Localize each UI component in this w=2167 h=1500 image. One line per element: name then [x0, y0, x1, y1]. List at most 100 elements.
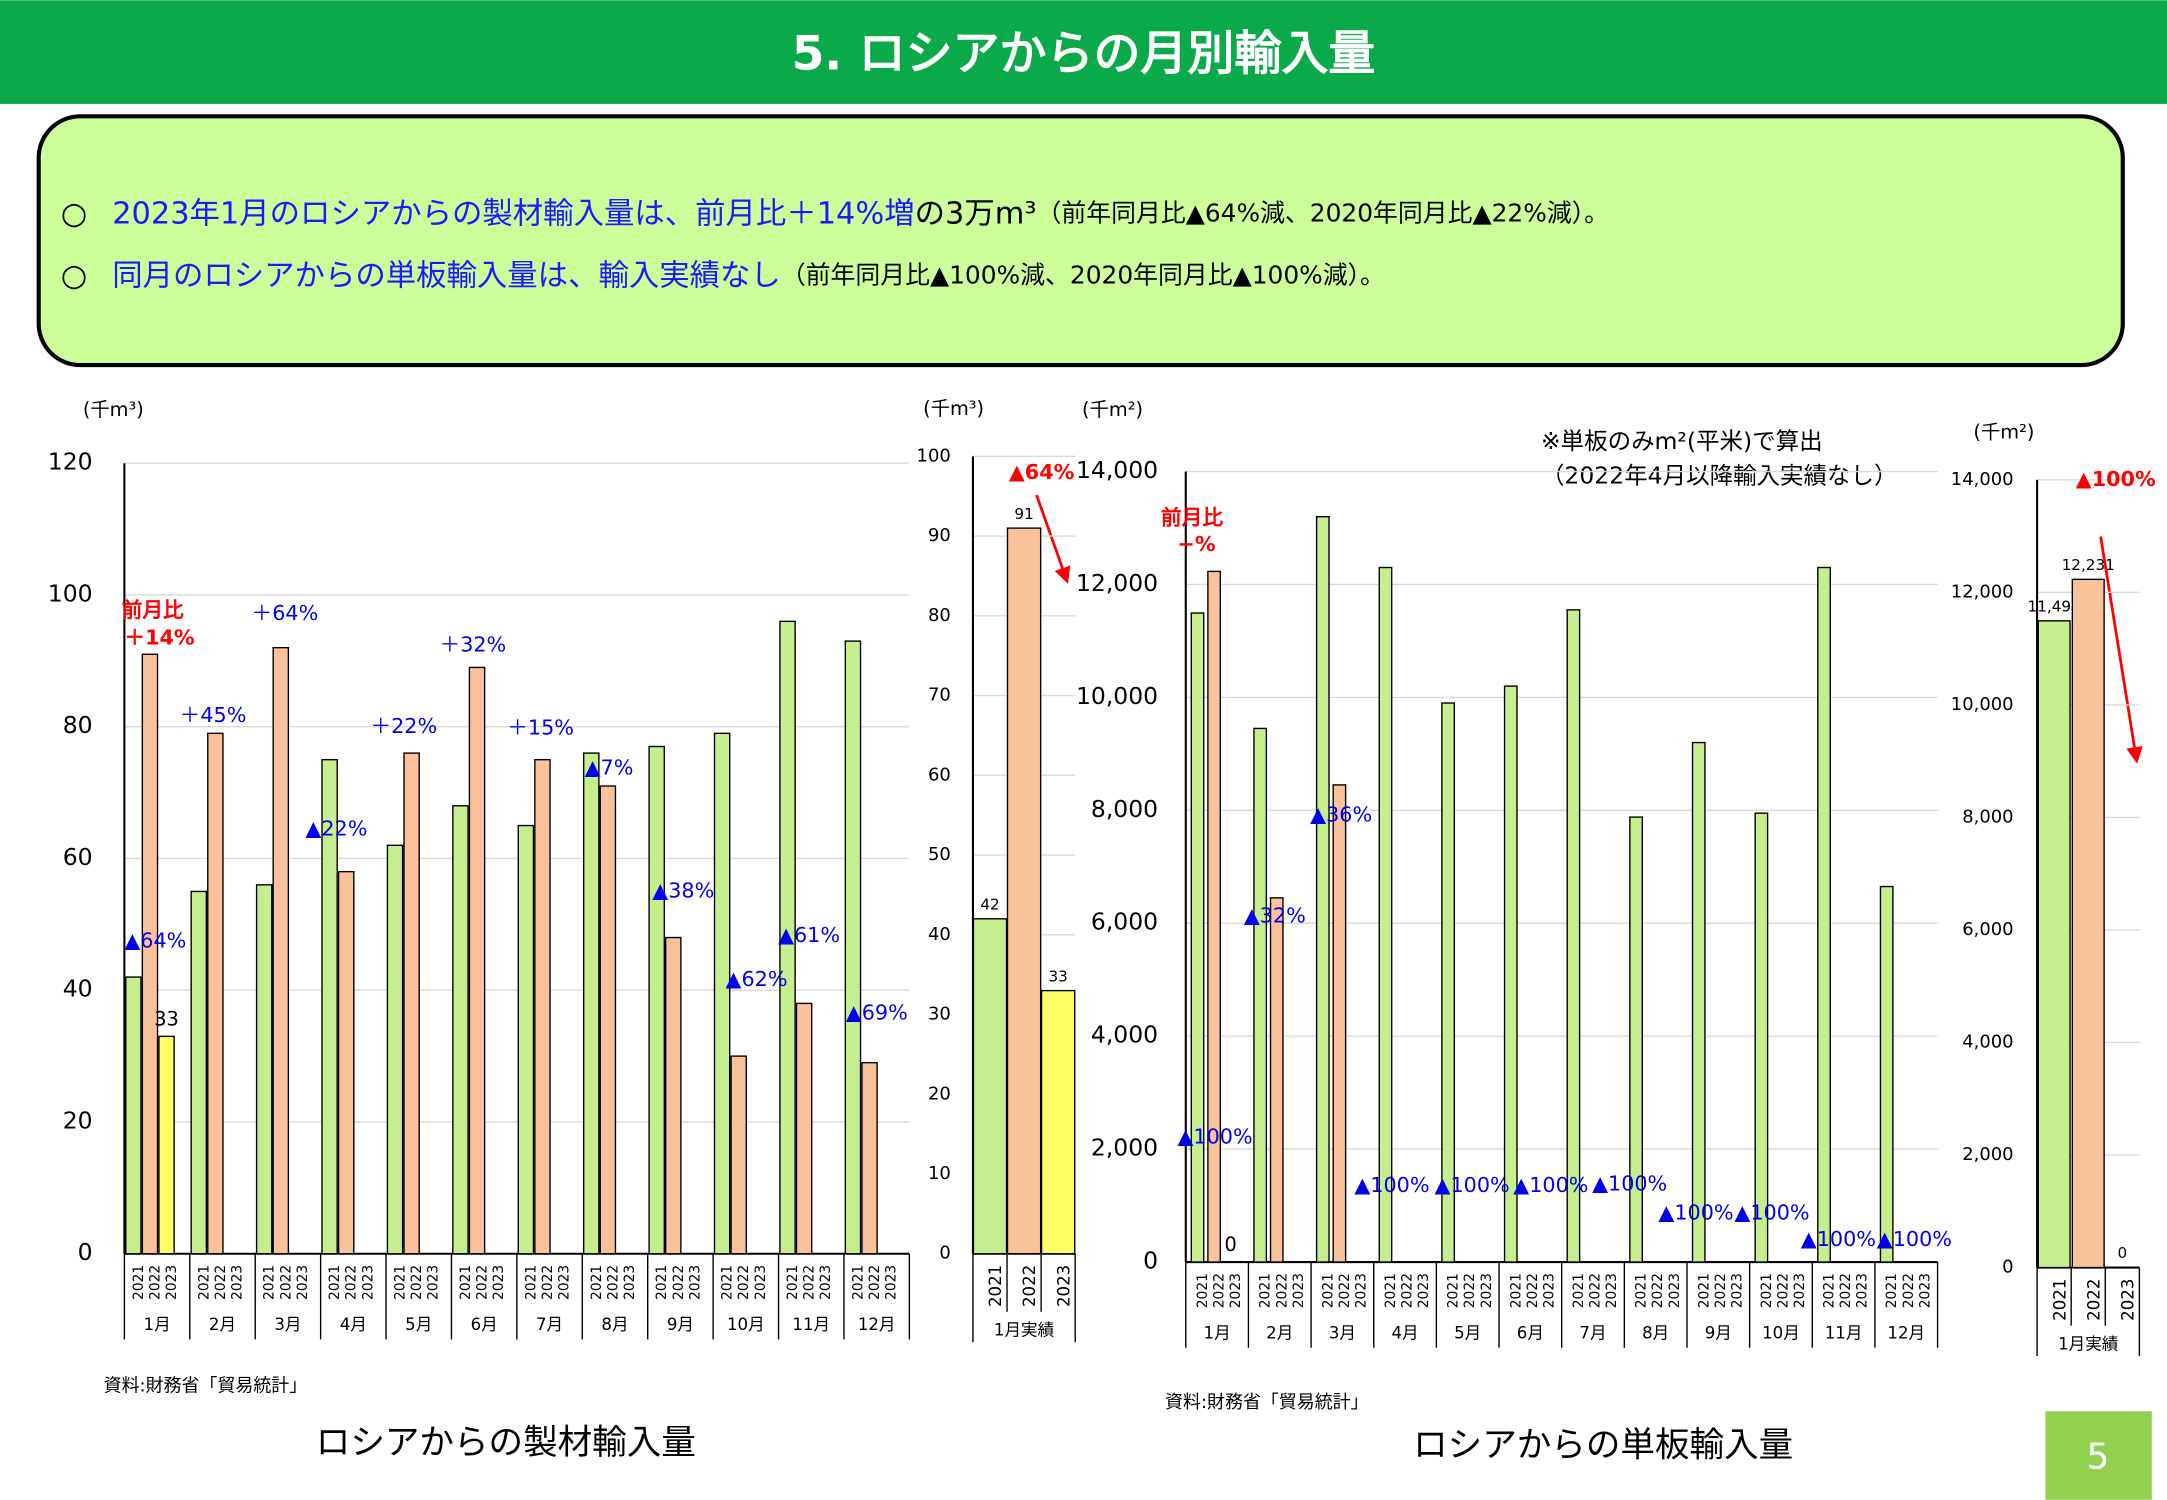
month-label: 12月: [1887, 1323, 1925, 1342]
x-tick-label: 2023: [753, 1265, 769, 1300]
data-label: 33: [1048, 967, 1067, 985]
annotation: −%: [1177, 532, 1215, 556]
month-label: 4月: [340, 1315, 367, 1334]
bar: [2037, 620, 2071, 1269]
y-tick-label: 10,000: [1076, 682, 1158, 710]
x-tick-label: 2023: [295, 1265, 311, 1300]
annotation: ＋15%: [507, 716, 574, 740]
x-tick-label: 2023: [687, 1265, 703, 1300]
bar: [1269, 897, 1284, 1263]
annotation: ▲64%: [1009, 460, 1075, 484]
y-tick-label: 100: [917, 445, 951, 466]
y-tick-label: 60: [63, 843, 93, 871]
header-bar: [0, 0, 2167, 104]
y-tick-label: 100: [48, 579, 93, 607]
y-tick-label: 6,000: [1091, 908, 1158, 936]
month-label: 3月: [1329, 1323, 1356, 1342]
bar: [1817, 566, 1831, 1263]
x-tick-label: 2021: [1258, 1273, 1274, 1308]
y-axis-label: (千m²): [1082, 398, 1143, 421]
y-tick-label: 4,000: [1091, 1021, 1158, 1049]
annotation: ＋22%: [370, 714, 437, 738]
bar: [1441, 702, 1456, 1263]
y-tick-label: 50: [928, 844, 951, 865]
month-label: 7月: [536, 1315, 563, 1334]
annotation: ▲100%: [1513, 1173, 1588, 1197]
annotation: ＋14%: [124, 626, 195, 650]
annotation: ▲64%: [124, 928, 186, 952]
x-tick-label: 2023: [1855, 1273, 1871, 1308]
bar: [861, 1062, 878, 1255]
x-tick-label: 2021: [1822, 1273, 1838, 1308]
summary-line: ○ 同月のロシアからの単板輸入量は、輸入実績なし（前年同月比▲100%減、2020…: [61, 258, 1385, 293]
y-tick-label: 6,000: [1962, 919, 2013, 940]
x-tick-label: 2023: [1541, 1273, 1557, 1308]
x-tick-label: 2023: [818, 1265, 834, 1300]
bar: [844, 640, 862, 1255]
x-tick-label: 2022: [605, 1265, 621, 1300]
summary-line: ○ 2023年1月のロシアからの製材輸入量は、前月比＋14%増の3万m³（前年同月…: [61, 196, 1609, 231]
annotation: ▲36%: [1310, 803, 1372, 827]
x-tick-label: 2022: [147, 1265, 163, 1300]
annotation: ▲32%: [1244, 904, 1306, 928]
annotation: ▲38%: [652, 879, 714, 903]
y-tick-label: 40: [928, 924, 951, 945]
bar: [190, 890, 208, 1255]
bar: [1879, 885, 1894, 1263]
x-tick-label: 2021: [785, 1265, 801, 1300]
x-tick-label: 2021: [589, 1265, 605, 1300]
bar: [1006, 527, 1042, 1255]
y-tick-label: 30: [928, 1004, 951, 1025]
x-tick-label: 2021: [1634, 1273, 1650, 1308]
bar: [713, 732, 731, 1255]
bullet: ○: [61, 196, 88, 231]
y-tick-label: 20: [928, 1083, 951, 1104]
x-tick-label: 2021: [1195, 1273, 1211, 1308]
bar: [795, 1002, 813, 1255]
month-label: 9月: [1705, 1323, 1732, 1342]
x-tick-label: 2021: [1571, 1273, 1587, 1308]
x-tick-label: 2023: [1792, 1273, 1808, 1308]
x-tick-label: 2022: [540, 1265, 556, 1300]
summary-note: （前年同月比▲64%減、2020年同月比▲22%減）。: [1037, 198, 1609, 227]
x-tick-label: 2022: [1588, 1273, 1604, 1308]
x-tick-label: 2022: [736, 1265, 752, 1300]
page-number-box: [2045, 1411, 2152, 1500]
bar: [452, 805, 469, 1255]
month-label: 9月: [667, 1315, 694, 1334]
bar: [1503, 685, 1518, 1263]
annotation: ▲61%: [778, 923, 840, 947]
x-tick-label: 2021: [1508, 1273, 1524, 1308]
x-tick-label: 2022: [1400, 1273, 1416, 1308]
x-tick-label: 2023: [557, 1265, 573, 1300]
y-axis-label: (千m³): [83, 398, 144, 421]
bar: [1566, 609, 1581, 1263]
y-tick-label: 14,000: [1951, 469, 2014, 490]
x-tick-label: 2021: [262, 1265, 278, 1300]
month-label: 5月: [405, 1315, 432, 1334]
x-tick-label: 2023: [164, 1265, 180, 1300]
x-tick-label: 2021: [1320, 1273, 1336, 1308]
y-tick-label: 10: [928, 1163, 951, 1184]
bar: [1629, 816, 1643, 1263]
bar: [664, 936, 682, 1255]
annotation: ▲100%: [1801, 1227, 1876, 1251]
x-tick-label: 2023: [622, 1265, 638, 1300]
x-tick-label: 2022: [671, 1265, 687, 1300]
month-label: 5月: [1454, 1323, 1481, 1342]
y-tick-label: 8,000: [1962, 806, 2013, 827]
x-tick-label: 2021: [1884, 1273, 1900, 1308]
x-tick-label: 2022: [867, 1265, 883, 1300]
annotation: ▲100%: [1658, 1201, 1733, 1225]
data-label: 0: [2117, 1244, 2127, 1262]
y-tick-label: 70: [928, 685, 951, 706]
summary-box: [36, 114, 2125, 368]
bar: [1754, 812, 1769, 1263]
y-tick-label: 10,000: [1951, 694, 2014, 715]
x-tick-label: 2022: [802, 1265, 818, 1300]
bar: [534, 758, 551, 1255]
bar: [779, 620, 796, 1255]
x-tick-label: 2021: [654, 1265, 670, 1300]
x-tick-label: 2021: [458, 1265, 474, 1300]
x-tick-label: 2021: [1446, 1273, 1462, 1308]
